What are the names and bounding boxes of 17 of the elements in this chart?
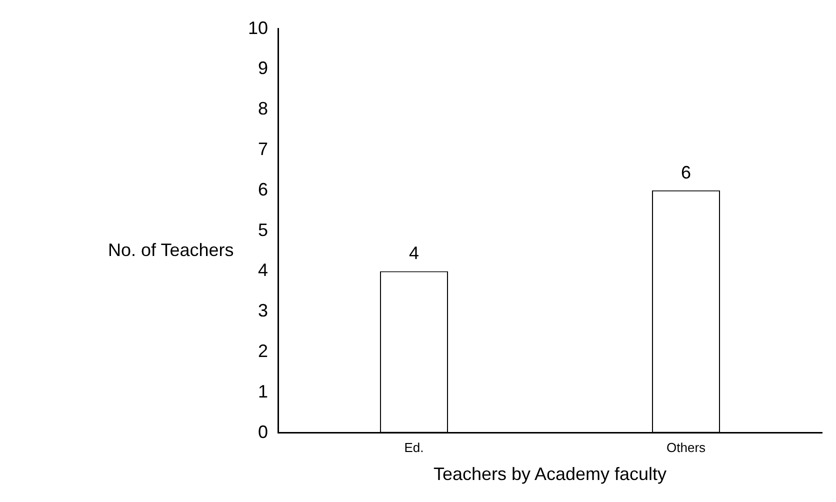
y-tick-label: 0	[258, 422, 268, 442]
data-label: 6	[681, 162, 692, 182]
y-tick-label: 8	[258, 98, 268, 119]
x-tick-label: Others	[666, 440, 706, 456]
x-axis-title: Teachers by Academy faculty	[433, 464, 667, 484]
y-tick-label: 3	[258, 300, 268, 321]
y-tick-label: 6	[258, 179, 268, 200]
y-tick-label: 2	[258, 340, 268, 361]
y-tick-label: 7	[258, 138, 268, 159]
y-tick-label: 10	[248, 18, 268, 38]
data-label: 4	[409, 243, 420, 264]
y-tick-label: 4	[258, 260, 268, 280]
y-tick-label: 5	[258, 220, 268, 240]
y-axis-title: No. of Teachers	[108, 240, 234, 260]
y-tick-label: 1	[258, 381, 268, 402]
y-tick-label: 9	[258, 58, 268, 78]
x-tick-label: Ed.	[404, 440, 424, 456]
